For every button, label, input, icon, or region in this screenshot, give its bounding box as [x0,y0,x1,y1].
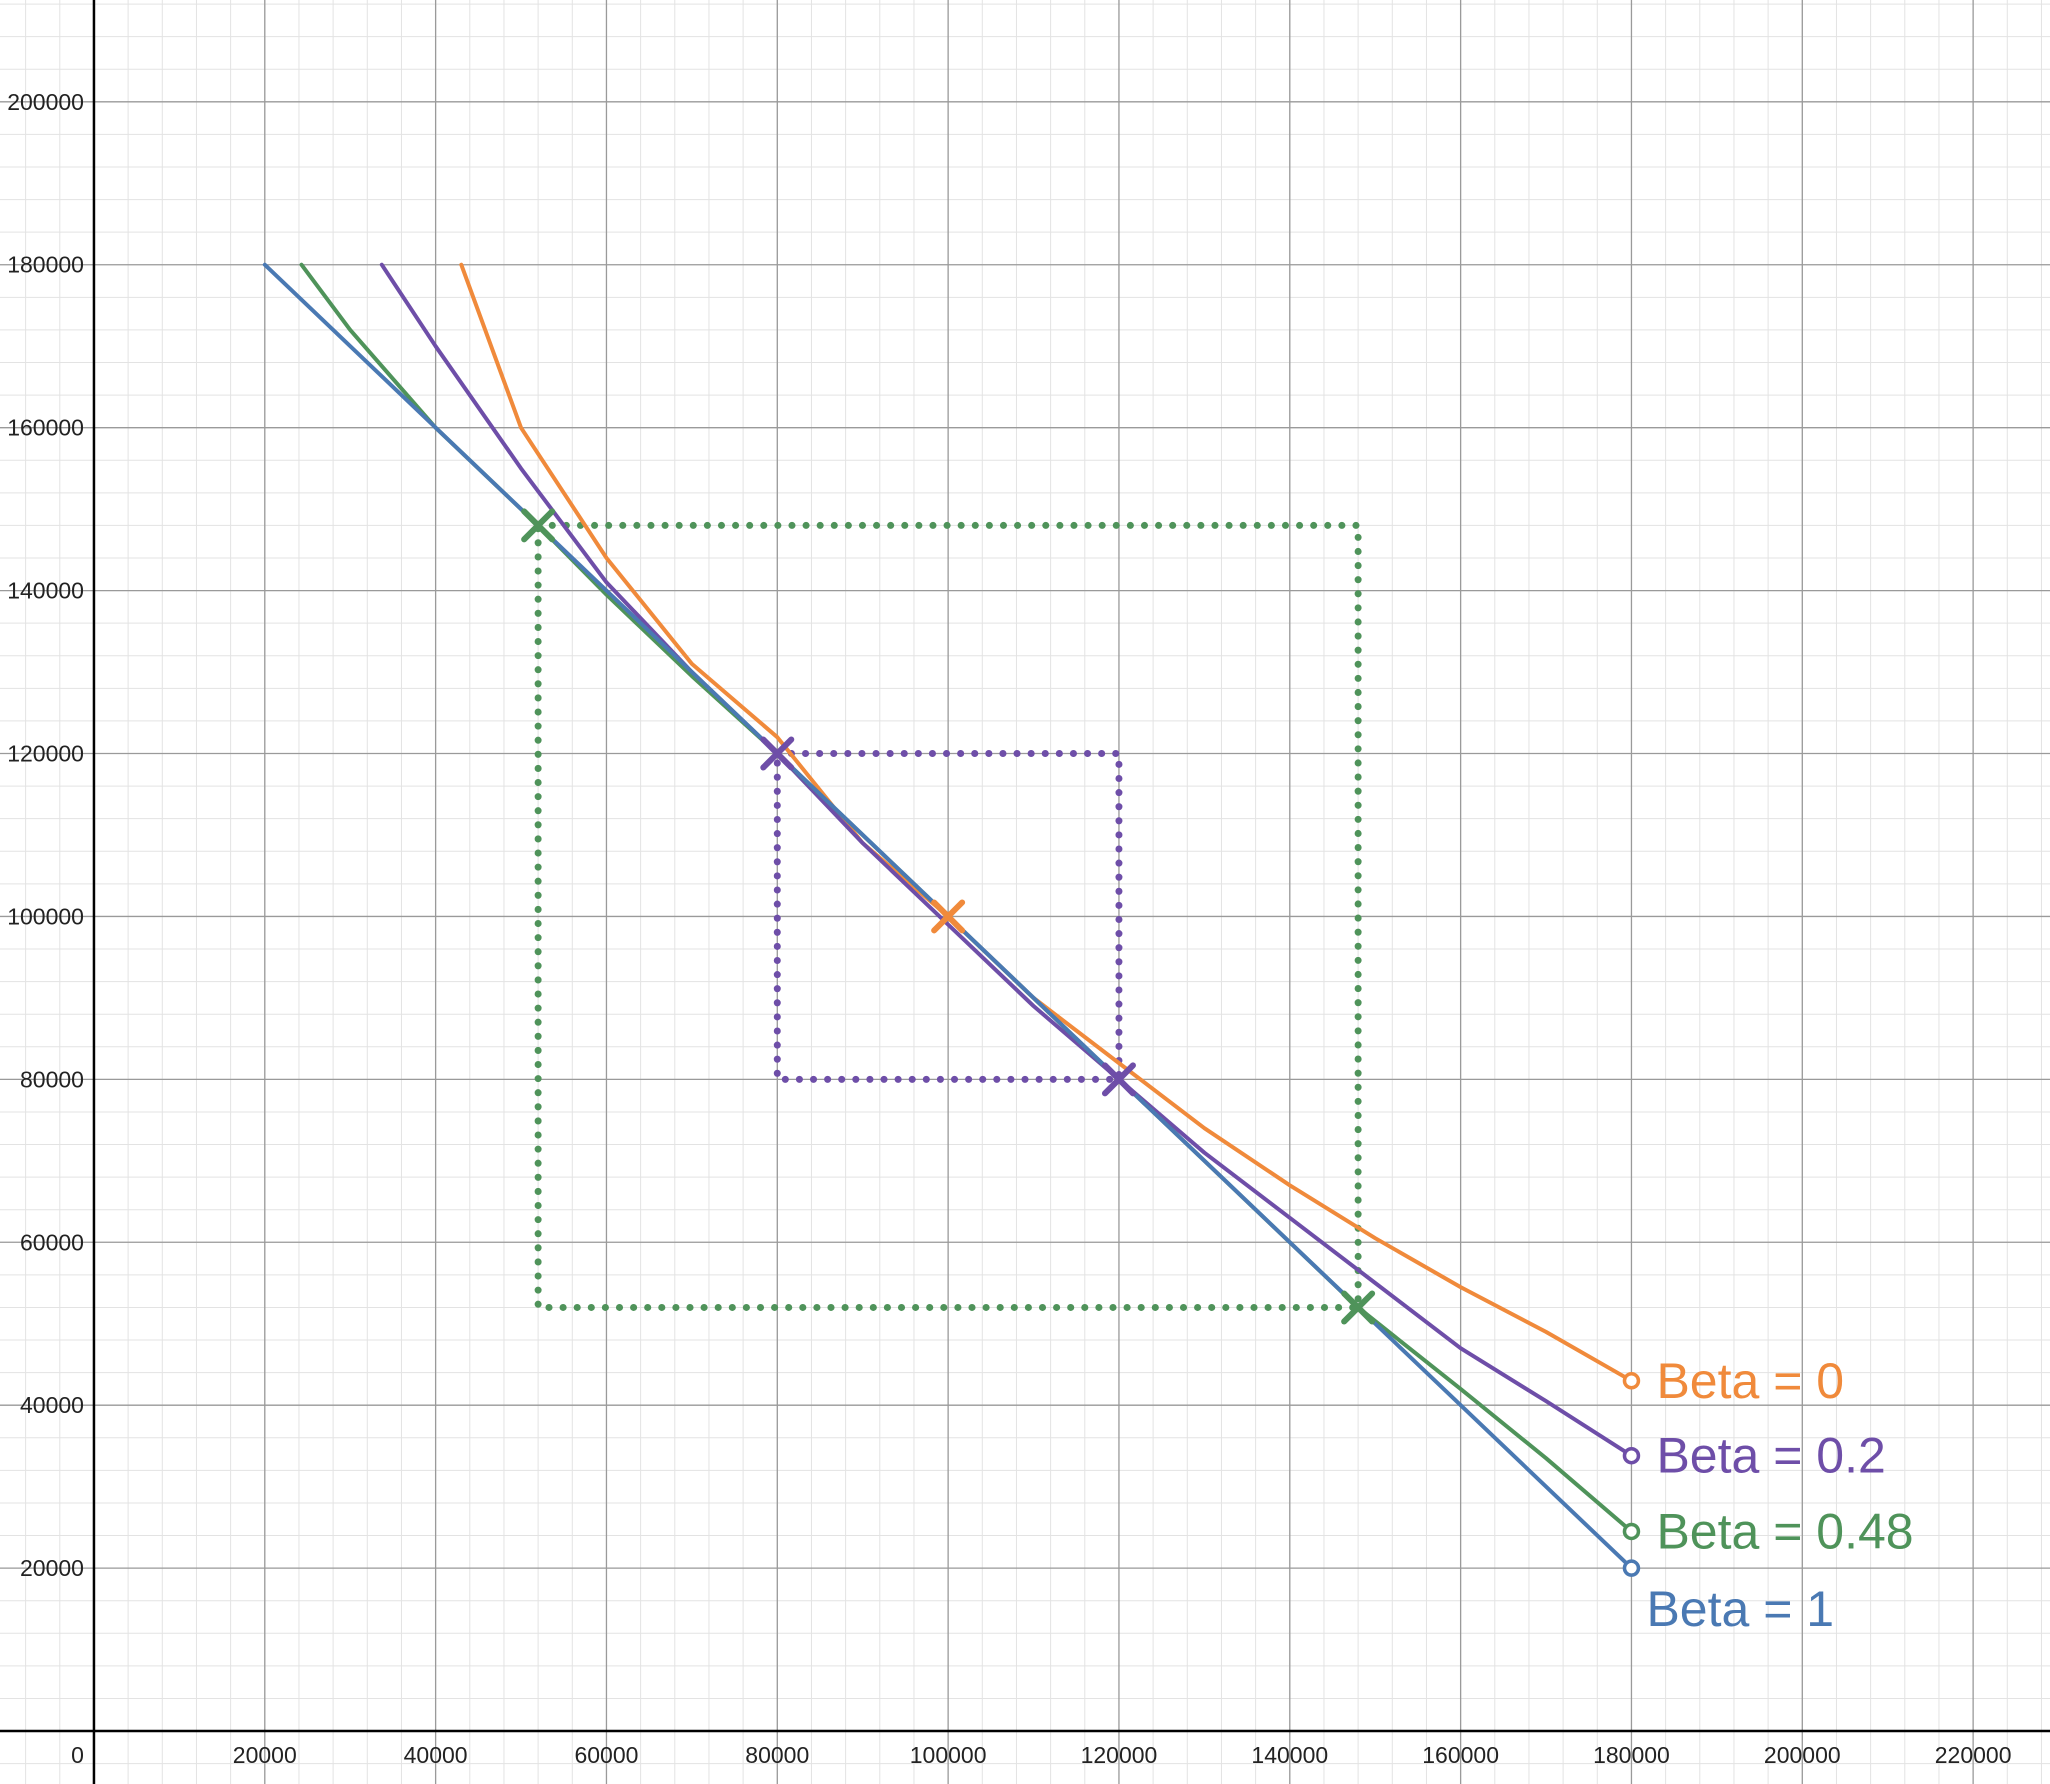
x-tick-label: 60000 [574,1742,638,1768]
series-end-marker [1622,1559,1641,1577]
series-labels: Beta = 0 Beta = 0.2 Beta = 0.48 Beta = 1 [1646,1353,1913,1637]
dotted-box [773,750,1123,1083]
tick-labels: 20000 40000 60000 80000 100000 120000 140000 16… [7,89,2011,1768]
x-marker-stroke [521,508,556,543]
intersection-points [521,508,1376,1325]
series-label: Beta = 1 [1646,1581,1834,1637]
y-tick-label: 200000 [7,89,84,115]
x-tick-label: 220000 [1935,1742,2012,1768]
series-label: Beta = 0.2 [1656,1428,1885,1484]
x-marker [1341,1290,1376,1325]
y-tick-label: 100000 [7,903,84,929]
x-tick-label: 160000 [1422,1742,1499,1768]
series-end-marker [1622,1522,1641,1541]
x-marker-stroke [931,899,966,934]
x-tick-label: 120000 [1081,1742,1158,1768]
x-tick-label: 200000 [1764,1742,1841,1768]
x-tick-label: 180000 [1593,1742,1670,1768]
x-tick-label: 100000 [910,1742,987,1768]
y-tick-label: 120000 [7,741,84,767]
x-marker [760,736,795,771]
y-tick-label: 80000 [20,1066,84,1092]
origin-label: 0 [71,1742,84,1768]
series-line [459,262,1634,1383]
x-marker-stroke [1101,1062,1136,1097]
dotted-boxes [534,521,1362,1311]
x-tick-label: 140000 [1251,1742,1328,1768]
y-tick-label: 160000 [7,415,84,441]
x-marker-stroke [760,736,795,771]
x-tick-label: 40000 [404,1742,468,1768]
series-label: Beta = 0 [1656,1353,1844,1409]
y-tick-label: 60000 [20,1229,84,1255]
x-marker [521,508,556,543]
x-marker-stroke [1341,1290,1376,1325]
x-tick-label: 20000 [233,1742,297,1768]
dotted-box [534,521,1362,1311]
series-line [379,262,1634,1458]
y-tick-label: 20000 [20,1555,84,1581]
x-marker [1101,1062,1136,1097]
x-tick-label: 80000 [745,1742,809,1768]
series-end-marker [1622,1372,1641,1390]
series-end-marker [1622,1446,1641,1465]
y-tick-label: 180000 [7,252,84,278]
x-marker [931,899,966,934]
series-label: Beta = 0.48 [1656,1503,1913,1559]
series-line [299,262,1634,1534]
y-tick-label: 40000 [20,1392,84,1418]
y-tick-label: 140000 [7,578,84,604]
